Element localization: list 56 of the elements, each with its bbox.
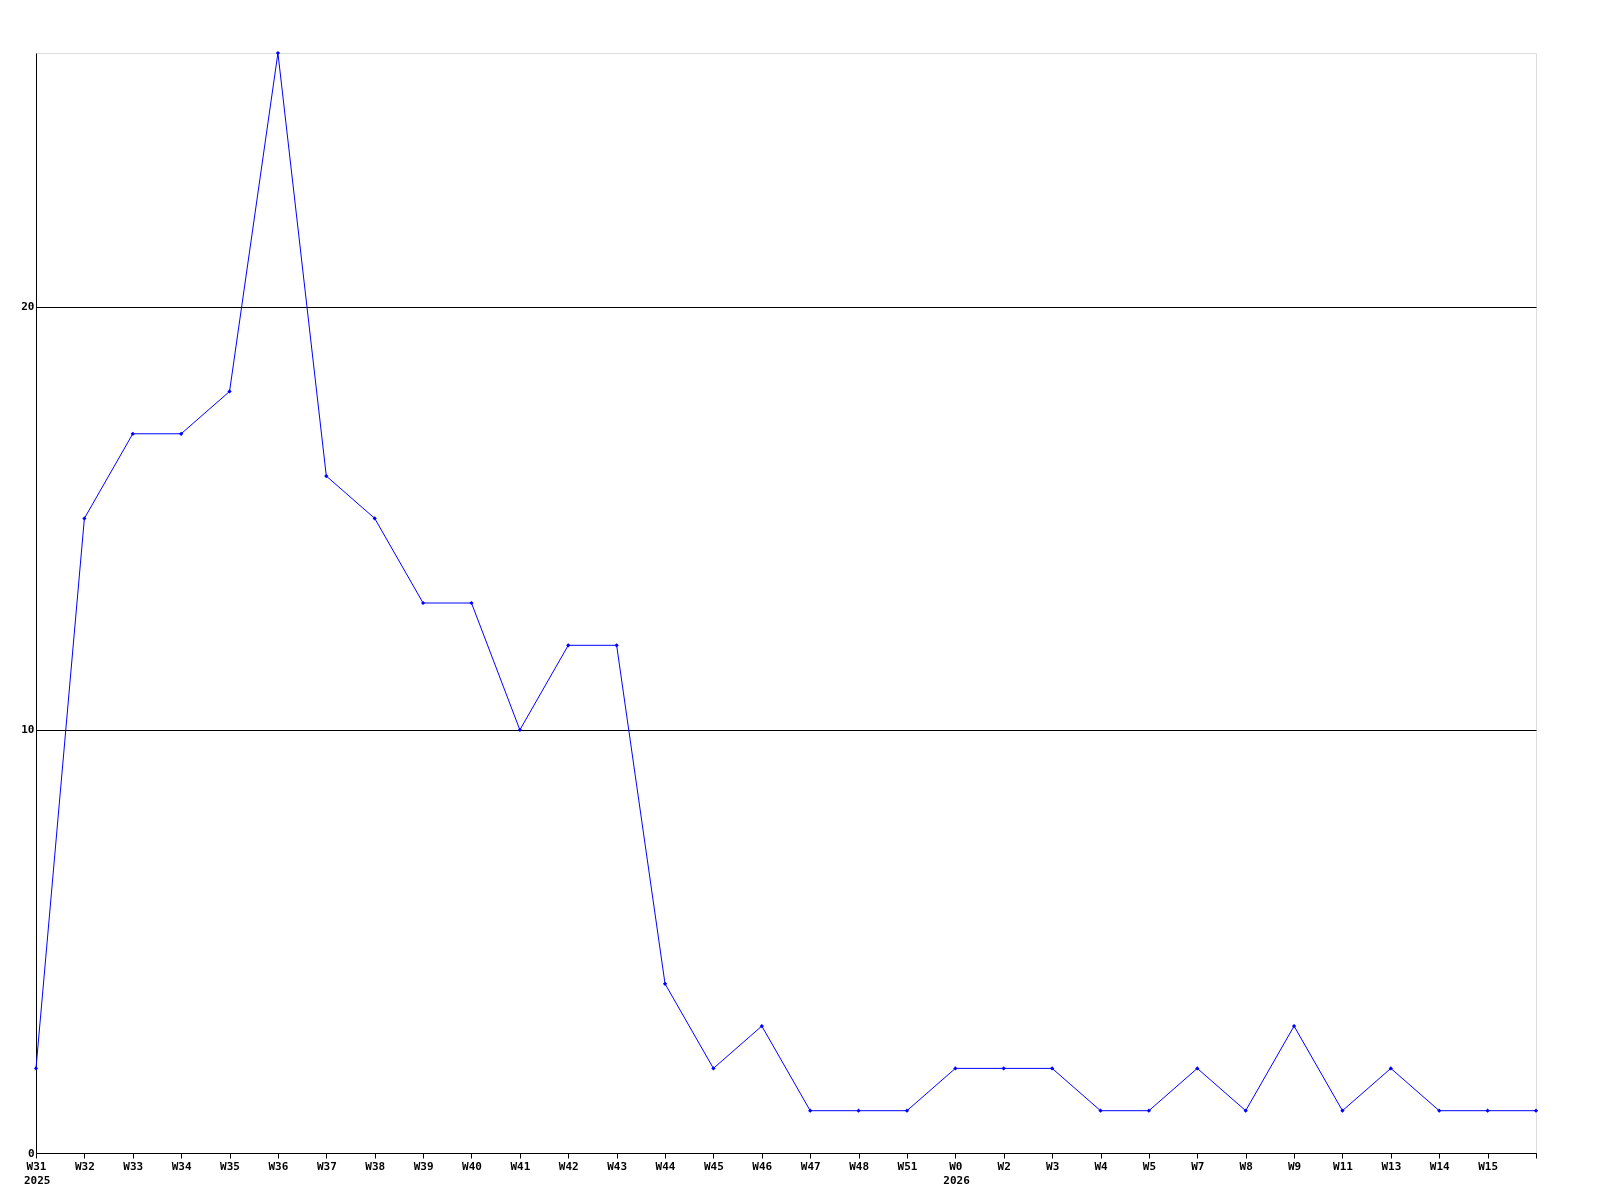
point [517,727,522,733]
y-tick-label: 20 [21,300,35,314]
point [1243,1108,1248,1113]
x-tick-label: W5 [1142,1159,1157,1173]
x-tick-label: W11 [1333,1159,1354,1173]
x-tick-label: W43 [607,1159,628,1173]
x-tick-label: W41 [510,1159,531,1173]
y-tick-label: 0 [27,1146,35,1160]
point [130,431,135,436]
x-tick-label: W0 [949,1159,963,1173]
point [1485,1108,1490,1113]
point [275,50,281,56]
x-tick-label: W38 [365,1159,386,1173]
point [179,431,184,436]
point [227,389,232,394]
x-tick-label: W9 [1287,1159,1302,1173]
x-tick-label: W33 [123,1159,144,1173]
point [566,643,571,648]
point [1195,1066,1200,1071]
x-tick-label: W34 [171,1159,192,1173]
point [711,1066,716,1071]
x-tick-label: W8 [1239,1159,1253,1173]
x-tick-label: W46 [752,1159,773,1173]
text: 2025 [24,1174,51,1187]
x-tick-label: W44 [655,1159,676,1173]
x-tick-label: W37 [316,1159,337,1173]
x-tick-label: W15 [1478,1159,1499,1173]
point [1437,1108,1442,1113]
point [953,1066,958,1071]
text: 2026 [943,1174,971,1187]
x-tick-label: W7 [1191,1159,1205,1173]
x-tick-label: W4 [1094,1159,1109,1173]
x-tick-label: W45 [703,1159,724,1173]
point [1001,1066,1006,1071]
x-tick-label: W51 [897,1159,918,1173]
point [1291,1023,1297,1029]
point [808,1108,813,1113]
x-tick-label: W31 [26,1159,47,1173]
x-tick-label: W2 [997,1159,1011,1173]
x-tick-label: W32 [74,1159,95,1173]
x-tick-label: W48 [849,1159,870,1173]
x-tick-label: W39 [413,1159,434,1173]
x-tick-label: W35 [220,1159,240,1173]
y-tick-label: 10 [21,723,35,737]
x-tick-label: W40 [462,1159,482,1173]
x-tick-label: W36 [268,1159,289,1173]
x-tick-label: W3 [1046,1159,1060,1173]
point [856,1108,861,1113]
point [82,516,87,521]
x-tick-label: W47 [800,1159,821,1173]
point [614,643,619,648]
x-tick-label: W42 [558,1159,579,1173]
x-tick-label: W13 [1381,1159,1402,1173]
point [420,600,426,606]
point [372,516,377,521]
x-tick-label: W14 [1429,1159,1451,1173]
